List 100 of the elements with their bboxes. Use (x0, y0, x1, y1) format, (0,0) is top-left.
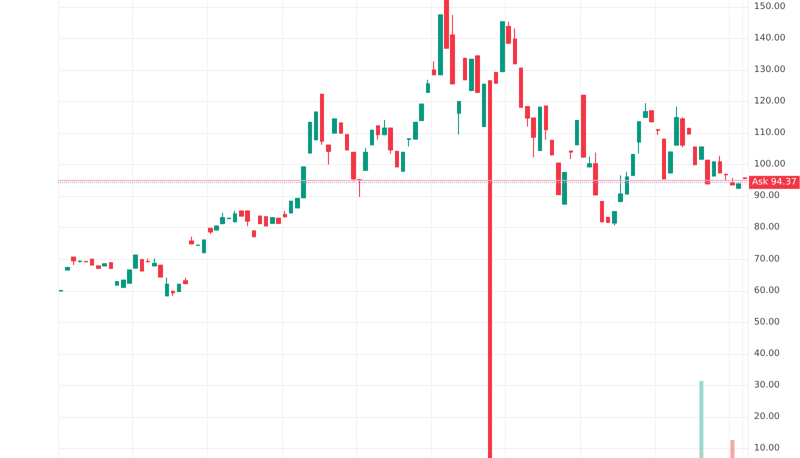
candlestick (463, 57, 467, 81)
candlestick (65, 266, 70, 272)
y-tick-label: 80.00 (754, 222, 780, 233)
candlestick (140, 258, 144, 272)
candlestick (165, 277, 169, 297)
y-tick-label: 140.00 (754, 33, 786, 44)
candlestick (488, 80, 492, 458)
candlestick (258, 214, 262, 225)
y-tick-label: 90.00 (754, 191, 780, 202)
ref-line-label: Ask 94.37 (752, 177, 797, 188)
candlestick (469, 58, 474, 92)
y-tick-label: 30.00 (754, 380, 780, 390)
candlestick (625, 171, 629, 196)
candlestick (705, 159, 710, 186)
candlestick (612, 210, 617, 226)
y-tick-label: 100.00 (754, 160, 786, 170)
y-tick-label: 50.00 (754, 317, 780, 328)
candlestick (208, 227, 213, 235)
y-tick-label: 20.00 (754, 412, 780, 422)
y-tick-label: 150.00 (754, 2, 786, 12)
candlestick (376, 124, 380, 140)
candlestick (395, 150, 399, 168)
candlestick (189, 236, 194, 245)
candlestick (593, 152, 598, 196)
candlestick (482, 83, 486, 128)
candlestick (220, 212, 225, 225)
candlestick (581, 94, 586, 158)
candlestick (699, 146, 704, 160)
candlestick (426, 79, 430, 94)
candlestick (96, 264, 101, 270)
candlestick (575, 119, 579, 146)
candlestick (351, 151, 356, 182)
candlestick (500, 20, 505, 73)
candlestick (600, 200, 604, 223)
candlestick (146, 258, 150, 263)
candlestick (133, 254, 138, 270)
candlestick (388, 126, 393, 154)
candlestick (214, 224, 219, 232)
candlestick (332, 118, 337, 134)
candlestick (339, 122, 343, 134)
candlestick (171, 290, 175, 296)
candlestick (712, 160, 716, 178)
candlestick (320, 93, 324, 146)
candlestick (718, 155, 722, 174)
candlestick (276, 217, 281, 224)
candlestick (102, 262, 107, 268)
candlestick (115, 280, 119, 286)
candlestick (649, 110, 654, 123)
y-tick-label: 10.00 (754, 444, 780, 454)
candlestick (264, 216, 268, 227)
candlestick (370, 129, 374, 146)
candlestick (314, 110, 318, 141)
y-tick-label: 40.00 (754, 348, 780, 359)
y-tick-label: 130.00 (754, 65, 786, 76)
candlestick (283, 210, 287, 218)
candlestick (196, 244, 200, 247)
candlestick (743, 176, 747, 180)
candlestick (656, 128, 660, 136)
candlestick (84, 260, 88, 263)
candlestick (506, 21, 511, 44)
y-tick-label: 110.00 (754, 128, 786, 138)
candlestick (637, 120, 641, 154)
candlestick (252, 230, 256, 238)
candlestick (587, 156, 592, 168)
candlestick (562, 171, 567, 206)
candlestick (668, 150, 673, 174)
candlestick (363, 147, 368, 172)
candlestick (519, 67, 523, 108)
candlestick (109, 262, 113, 270)
candlestick (693, 146, 697, 166)
candlestick (438, 14, 443, 76)
y-tick-label: 120.00 (754, 96, 786, 107)
candlestick (618, 174, 623, 203)
candlestick (475, 54, 480, 94)
candlestick (152, 258, 157, 268)
candlestick (357, 178, 362, 198)
candlestick (407, 138, 411, 147)
candlestick (457, 100, 461, 136)
candlestick (513, 28, 517, 65)
candlestick (419, 102, 424, 122)
candlestick (680, 116, 685, 148)
candlestick (233, 210, 237, 223)
candlestick (78, 260, 82, 263)
candlestick (730, 177, 735, 186)
candlestick (556, 162, 561, 196)
candlestick (345, 134, 349, 151)
candlestick (432, 61, 436, 76)
candlestick (270, 216, 275, 224)
y-tick-label: 60.00 (754, 286, 780, 296)
candlestick (631, 153, 635, 177)
candlestick (90, 258, 94, 266)
candlestick (183, 277, 188, 285)
candlestick (544, 104, 548, 140)
candlestick (158, 264, 163, 278)
candlestick (643, 102, 648, 118)
candlestick (413, 121, 418, 140)
candlestick (606, 216, 610, 224)
candlestick (724, 173, 728, 181)
candlestick (326, 144, 331, 166)
candlestick (401, 151, 405, 172)
